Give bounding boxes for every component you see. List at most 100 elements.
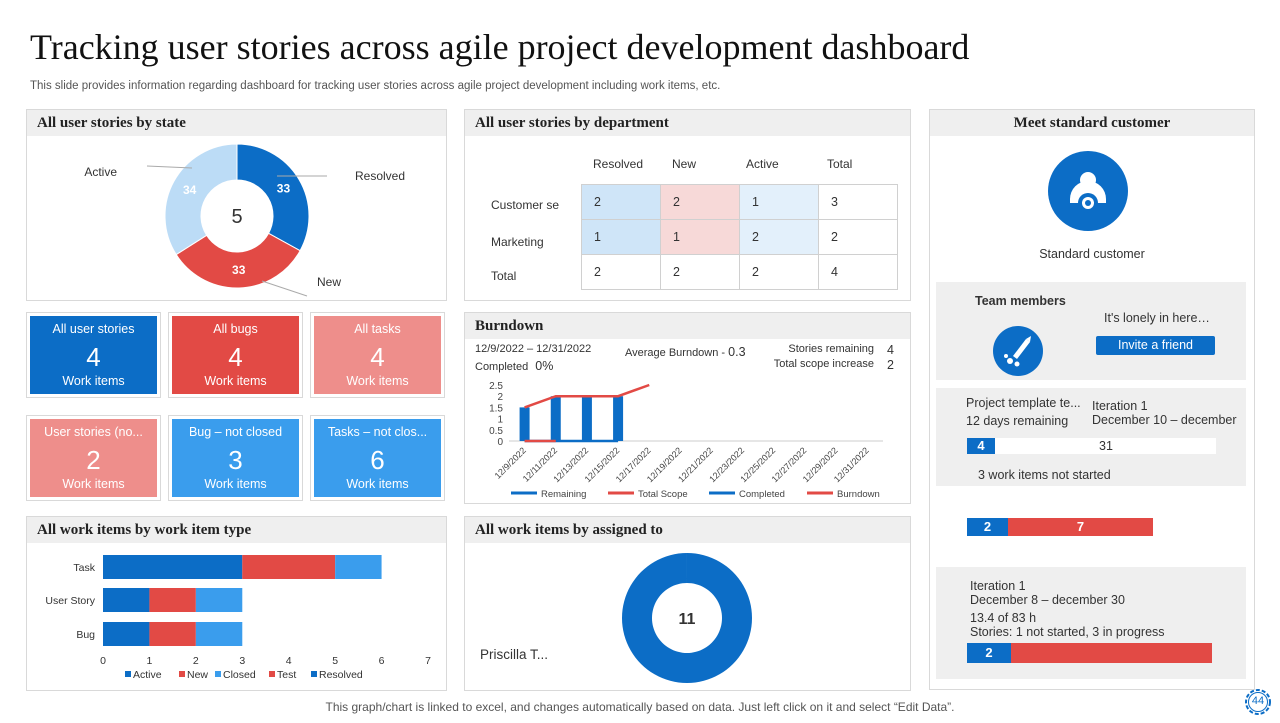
table-cell: 2	[660, 254, 740, 290]
avg-label: Average Burndown -	[625, 347, 726, 359]
tile-value: 2	[86, 445, 101, 475]
tile-label: Bug – not closed	[188, 425, 283, 439]
y-tick-label: 2	[497, 392, 503, 403]
x-tick-label: 2	[193, 655, 199, 667]
stacked-bar-segment	[103, 622, 150, 646]
stacked-bar-segment	[242, 555, 336, 579]
stacked-bar-segment	[149, 622, 196, 646]
stories-remaining-label: Stories remaining	[788, 343, 874, 355]
table-cell: 2	[581, 254, 661, 290]
x-tick-label: 5	[332, 655, 338, 667]
bar-red-segment: 7	[1008, 518, 1153, 536]
assigned-panel: All work items by assigned to 11 Priscil…	[464, 516, 911, 691]
legend-label: New	[187, 669, 208, 681]
table-row: 1 1 2 2	[581, 219, 898, 255]
tile-label: All tasks	[354, 322, 401, 336]
bar-blue-segment: 2	[967, 643, 1011, 663]
iteration2-dates: December 8 – december 30	[970, 593, 1125, 607]
rocket-icon	[1004, 336, 1031, 367]
stacked-bar-segment	[195, 588, 243, 612]
legend-label: Closed	[223, 669, 256, 681]
tile-sub: Work items	[62, 374, 125, 388]
project-name: Project template te...	[966, 396, 1081, 410]
donut-center-value: 11	[679, 611, 696, 628]
dept-header-resolved: Resolved	[593, 157, 644, 171]
progress-total: 31	[1099, 439, 1113, 453]
tile-sub: Work items	[62, 477, 125, 491]
table-cell: 2	[818, 219, 898, 255]
legend-label: Active	[133, 669, 162, 681]
x-tick-label: 6	[379, 655, 385, 667]
tile-tasks-not-closed[interactable]: Tasks – not clos... 6 Work items	[310, 415, 445, 501]
tile-fill: All tasks 4 Work items	[314, 316, 441, 394]
dept-header-new: New	[672, 157, 697, 171]
lonely-text: It's lonely in here…	[1104, 311, 1210, 325]
tile-label: User stories (no...	[44, 425, 143, 439]
burndown-chart: 00.511.522.512/9/202212/11/202212/13/202…	[489, 381, 883, 500]
stories-status: Stories: 1 not started, 3 in progress	[970, 625, 1165, 639]
dept-header-total: Total	[827, 157, 853, 171]
work-type-title: All work items by work item type	[27, 517, 446, 543]
data-label: 33	[277, 182, 291, 196]
remaining-bar	[550, 396, 561, 441]
y-tick-label: 1	[497, 415, 503, 426]
assigned-title: All work items by assigned to	[465, 517, 910, 543]
iteration-label: Iteration 1	[1092, 399, 1148, 413]
table-cell: 1	[739, 184, 819, 220]
days-remaining: 12 days remaining	[966, 414, 1069, 428]
tile-fill: Tasks – not clos... 6 Work items	[314, 419, 441, 497]
y-tick-label: 0.5	[489, 426, 503, 437]
assigned-person-label: Priscilla T...	[480, 647, 549, 662]
stories-remaining-value: 4	[887, 343, 894, 357]
x-tick-label: 3	[239, 655, 245, 667]
category-label: User Story	[45, 595, 95, 607]
tile-all-user-stories[interactable]: All user stories 4 Work items	[26, 312, 161, 398]
legend-swatch	[179, 671, 185, 677]
stacked-bar-segment	[195, 622, 243, 646]
team-title: Team members	[975, 294, 1066, 308]
data-label: 33	[232, 263, 246, 277]
tile-label: Tasks – not clos...	[327, 425, 428, 439]
remaining-bar	[581, 396, 592, 441]
page-subtitle: This slide provides information regardin…	[30, 80, 721, 92]
tile-fill: All user stories 4 Work items	[30, 316, 157, 394]
tile-all-bugs[interactable]: All bugs 4 Work items	[168, 312, 303, 398]
slice-label: Active	[84, 165, 117, 179]
stacked-bar-segment	[103, 555, 243, 579]
tile-label: All bugs	[213, 322, 258, 336]
team-avatar	[993, 326, 1043, 376]
remaining-bar	[613, 396, 624, 441]
progress-fill: 4	[967, 438, 995, 454]
tile-label: All user stories	[52, 322, 135, 336]
tile-fill: User stories (no... 2 Work items	[30, 419, 157, 497]
customer-name: Standard customer	[1039, 247, 1145, 261]
not-started-text: 3 work items not started	[978, 468, 1111, 482]
tile-all-tasks[interactable]: All tasks 4 Work items	[310, 312, 445, 398]
series-line	[524, 383, 650, 409]
dept-row-label: Marketing	[491, 235, 544, 249]
stacked-bar-segment	[149, 588, 196, 612]
table-cell: 2	[739, 254, 819, 290]
completed-value: 0%	[535, 359, 554, 373]
tile-value: 6	[370, 445, 385, 475]
department-table: 2 2 1 3 1 1 2 2 2 2 2 4	[581, 184, 898, 290]
team-box	[936, 282, 1246, 380]
legend-label: Total Scope	[638, 489, 688, 500]
invite-friend-button[interactable]: Invite a friend	[1096, 336, 1215, 355]
tile-bug-not-closed[interactable]: Bug – not closed 3 Work items	[168, 415, 303, 501]
tile-value: 4	[228, 342, 243, 372]
tile-user-stories-not-closed[interactable]: User stories (no... 2 Work items	[26, 415, 161, 501]
leader-line	[146, 165, 193, 169]
department-panel: All user stories by department Resolved …	[464, 109, 911, 301]
slice-label: New	[317, 275, 341, 289]
tile-sub: Work items	[346, 374, 409, 388]
donut-slice	[236, 143, 310, 252]
burndown-completed: Completed 0%	[475, 359, 553, 373]
legend-label: Remaining	[541, 489, 586, 500]
x-tick-label: 4	[286, 655, 292, 667]
department-panel-title: All user stories by department	[465, 110, 910, 136]
table-cell: 1	[581, 219, 661, 255]
assigned-donut-chart: 11	[621, 553, 752, 683]
bar-blue-segment: 2	[967, 518, 1008, 536]
page-title: Tracking user stories across agile proje…	[30, 27, 970, 67]
